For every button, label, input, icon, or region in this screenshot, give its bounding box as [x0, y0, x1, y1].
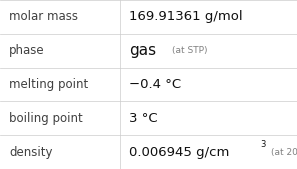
Text: (at STP): (at STP) [172, 46, 207, 55]
Text: molar mass: molar mass [9, 10, 78, 23]
Text: 3: 3 [260, 140, 266, 149]
Text: density: density [9, 146, 52, 159]
Text: 169.91361 g/mol: 169.91361 g/mol [129, 10, 243, 23]
Text: 3 °C: 3 °C [129, 112, 158, 125]
Text: phase: phase [9, 44, 45, 57]
Text: melting point: melting point [9, 78, 88, 91]
Text: gas: gas [129, 43, 156, 58]
Text: (at 20 °C): (at 20 °C) [271, 148, 297, 157]
Text: boiling point: boiling point [9, 112, 83, 125]
Text: −0.4 °C: −0.4 °C [129, 78, 181, 91]
Text: 0.006945 g/cm: 0.006945 g/cm [129, 146, 230, 159]
